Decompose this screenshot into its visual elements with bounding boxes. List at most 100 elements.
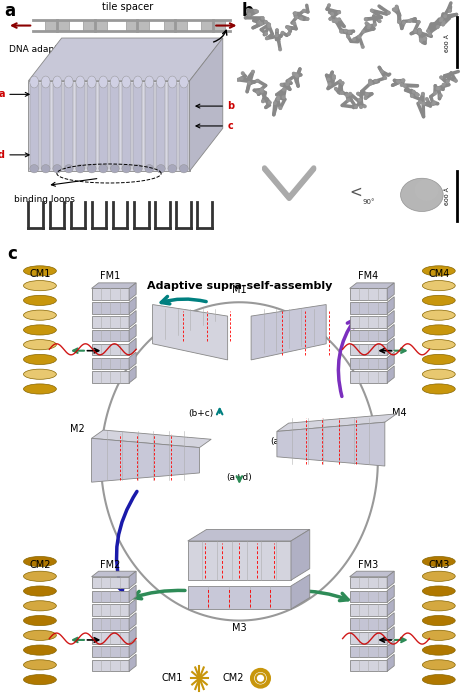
Ellipse shape (281, 31, 284, 35)
Ellipse shape (99, 76, 108, 88)
Polygon shape (350, 283, 394, 289)
Ellipse shape (400, 83, 404, 87)
Bar (133, 83, 142, 168)
Ellipse shape (53, 164, 62, 173)
Ellipse shape (247, 81, 251, 85)
Ellipse shape (366, 25, 371, 29)
Ellipse shape (442, 21, 446, 24)
Ellipse shape (287, 79, 291, 83)
Ellipse shape (422, 600, 455, 611)
Ellipse shape (439, 75, 443, 80)
Ellipse shape (332, 74, 336, 78)
Ellipse shape (422, 616, 455, 626)
Ellipse shape (41, 164, 50, 173)
Polygon shape (387, 310, 394, 328)
Polygon shape (129, 585, 136, 602)
Polygon shape (387, 296, 394, 314)
Ellipse shape (254, 9, 257, 13)
Ellipse shape (260, 87, 264, 92)
Ellipse shape (374, 79, 378, 83)
Ellipse shape (122, 76, 131, 88)
Ellipse shape (348, 92, 352, 96)
Ellipse shape (373, 23, 377, 27)
Polygon shape (91, 577, 129, 589)
Ellipse shape (24, 600, 56, 611)
Ellipse shape (422, 675, 455, 685)
Polygon shape (28, 38, 223, 81)
Ellipse shape (422, 556, 455, 567)
Ellipse shape (87, 164, 96, 173)
Ellipse shape (428, 32, 432, 36)
Ellipse shape (347, 30, 352, 34)
Ellipse shape (247, 13, 251, 17)
Ellipse shape (267, 22, 271, 27)
Polygon shape (350, 289, 387, 300)
Bar (87, 83, 96, 168)
Text: <: < (349, 185, 362, 200)
Ellipse shape (337, 10, 341, 14)
Ellipse shape (64, 76, 73, 88)
Ellipse shape (439, 94, 443, 98)
Bar (201, 41, 210, 126)
Ellipse shape (354, 105, 358, 109)
Ellipse shape (340, 91, 344, 95)
Ellipse shape (439, 18, 443, 22)
Ellipse shape (259, 88, 263, 92)
Ellipse shape (422, 645, 455, 655)
Ellipse shape (295, 74, 299, 78)
Polygon shape (91, 618, 129, 630)
Ellipse shape (278, 106, 283, 110)
Ellipse shape (337, 17, 341, 22)
Ellipse shape (392, 8, 396, 12)
Bar (63, 41, 72, 126)
Ellipse shape (328, 17, 332, 21)
Polygon shape (350, 371, 387, 383)
Text: d: d (0, 150, 5, 160)
Text: FM3: FM3 (358, 560, 379, 570)
Ellipse shape (133, 164, 142, 173)
Ellipse shape (417, 20, 421, 24)
Ellipse shape (397, 80, 401, 84)
Polygon shape (28, 81, 190, 171)
Polygon shape (91, 316, 129, 328)
Ellipse shape (416, 93, 420, 97)
Text: Adaptive supra-self-assembly: Adaptive supra-self-assembly (146, 281, 332, 291)
Ellipse shape (418, 29, 422, 32)
Bar (166, 41, 175, 126)
Text: 600 Å: 600 Å (446, 34, 450, 52)
Ellipse shape (24, 571, 56, 582)
Text: a: a (5, 2, 16, 20)
Ellipse shape (261, 99, 265, 103)
Ellipse shape (341, 81, 345, 85)
Ellipse shape (425, 97, 429, 101)
Text: b: b (228, 101, 235, 111)
Ellipse shape (422, 369, 455, 380)
Ellipse shape (287, 27, 291, 31)
Ellipse shape (418, 101, 422, 104)
Ellipse shape (365, 21, 368, 25)
Ellipse shape (24, 295, 56, 305)
Ellipse shape (282, 87, 286, 92)
Polygon shape (387, 613, 394, 630)
Bar (110, 83, 119, 168)
Ellipse shape (294, 73, 298, 77)
Ellipse shape (431, 102, 435, 106)
Polygon shape (129, 640, 136, 658)
Ellipse shape (255, 79, 260, 82)
Ellipse shape (359, 105, 363, 109)
Text: FM1: FM1 (100, 271, 120, 282)
Bar (178, 41, 187, 126)
Ellipse shape (24, 616, 56, 626)
Ellipse shape (285, 25, 289, 29)
Ellipse shape (328, 82, 332, 86)
Ellipse shape (422, 310, 455, 320)
Polygon shape (387, 585, 394, 602)
Ellipse shape (401, 79, 405, 82)
Ellipse shape (413, 29, 418, 34)
Ellipse shape (76, 76, 85, 88)
Ellipse shape (422, 37, 426, 41)
Ellipse shape (422, 280, 455, 291)
Bar (86, 41, 95, 126)
Ellipse shape (180, 76, 188, 88)
Text: a: a (0, 89, 5, 99)
